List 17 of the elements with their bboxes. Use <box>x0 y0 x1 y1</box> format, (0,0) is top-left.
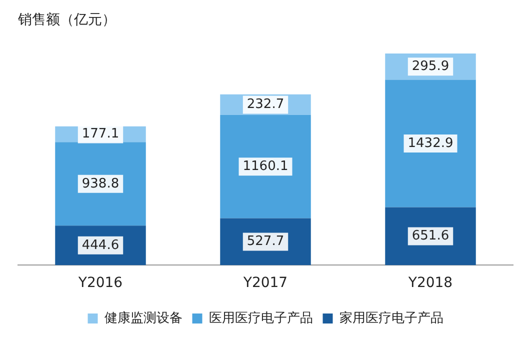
chart-title: 销售额（亿元） <box>17 12 116 28</box>
data-label: 651.6 <box>412 228 450 244</box>
data-label: 527.7 <box>246 234 284 250</box>
legend-label: 健康监测设备 <box>104 310 182 326</box>
bar <box>385 80 476 208</box>
data-label: 938.8 <box>82 176 120 192</box>
data-label: 1160.1 <box>242 159 288 174</box>
data-label: 295.9 <box>412 58 450 74</box>
legend-label: 家用医疗电子产品 <box>339 310 444 326</box>
x-tick-label: Y2018 <box>407 275 453 292</box>
legend-label: 医用医疗电子产品 <box>208 310 313 326</box>
x-tick-label: Y2016 <box>77 275 123 292</box>
data-label: 232.7 <box>246 97 284 112</box>
data-label: 177.1 <box>82 126 120 142</box>
x-tick-label: Y2017 <box>242 275 288 292</box>
data-label: 1432.9 <box>408 136 454 151</box>
data-label: 444.6 <box>82 238 120 253</box>
